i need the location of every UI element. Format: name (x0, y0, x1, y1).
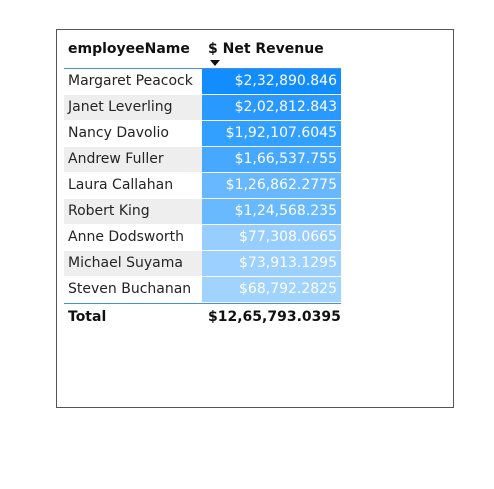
employee-name-cell: Janet Leverling (64, 95, 202, 120)
table-row[interactable]: Nancy Davolio $1,92,107.6045 (64, 121, 341, 147)
table-row[interactable]: Steven Buchanan $68,792.2825 (64, 277, 341, 303)
total-value: $12,65,793.0395 (208, 309, 341, 325)
table-row[interactable]: Robert King $1,24,568.235 (64, 199, 341, 225)
net-revenue-cell: $2,32,890.846 (202, 69, 341, 94)
net-revenue-cell: $1,92,107.6045 (202, 121, 341, 146)
employee-name-cell: Nancy Davolio (68, 125, 169, 141)
employee-name-cell: Andrew Fuller (64, 147, 202, 172)
total-label: Total (68, 309, 107, 325)
table-row[interactable]: Michael Suyama $73,913.1295 (64, 251, 341, 277)
table-row[interactable]: Anne Dodsworth $77,308.0665 (64, 225, 341, 251)
net-revenue-cell: $1,26,862.2775 (202, 173, 341, 198)
net-revenue-cell: $77,308.0665 (202, 225, 341, 250)
table-row[interactable]: Margaret Peacock $2,32,890.846 (64, 69, 341, 95)
table-row[interactable]: Andrew Fuller $1,66,537.755 (64, 147, 341, 173)
employee-name-cell: Anne Dodsworth (68, 229, 185, 245)
employee-name-cell: Laura Callahan (68, 177, 174, 193)
employee-name-cell: Robert King (64, 199, 202, 224)
table-body: Margaret Peacock $2,32,890.846 Janet Lever… (64, 69, 341, 303)
total-row: Total $12,65,793.0395 (64, 304, 341, 330)
table-row[interactable]: Janet Leverling $2,02,812.843 (64, 95, 341, 121)
net-revenue-cell: $1,24,568.235 (202, 199, 341, 224)
column-header-employee-name[interactable]: employeeName (68, 41, 190, 57)
caret-down-icon[interactable] (210, 60, 220, 66)
header-divider (64, 68, 341, 69)
net-revenue-cell: $73,913.1295 (202, 251, 341, 276)
table-row[interactable]: Laura Callahan $1,26,862.2775 (64, 173, 341, 199)
employee-name-cell: Steven Buchanan (68, 281, 192, 297)
column-header-net-revenue[interactable]: $ Net Revenue (208, 41, 324, 57)
data-table: employeeName $ Net Revenue Margaret Peac… (64, 38, 341, 330)
employee-name-cell: Margaret Peacock (68, 73, 193, 89)
net-revenue-cell: $68,792.2825 (202, 277, 341, 302)
employee-name-cell: Michael Suyama (64, 251, 202, 276)
footer-divider (64, 303, 341, 304)
table-visual[interactable]: employeeName $ Net Revenue Margaret Peac… (56, 29, 454, 408)
net-revenue-cell: $1,66,537.755 (202, 147, 341, 172)
net-revenue-cell: $2,02,812.843 (202, 95, 341, 120)
table-header: employeeName $ Net Revenue (64, 38, 341, 68)
